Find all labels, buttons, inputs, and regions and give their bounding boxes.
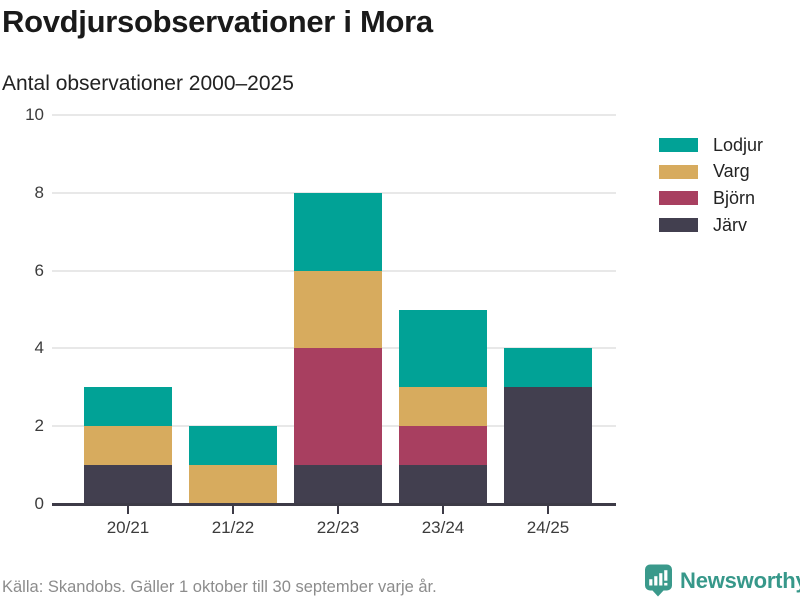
x-axis-category-label: 21/22: [211, 518, 255, 537]
gridline-y10: [52, 114, 616, 116]
x-axis-tick: [127, 506, 129, 514]
bar-segment-22-23-järv: [294, 465, 382, 504]
newsworthy-logo: Newsworthy: [643, 564, 800, 597]
y-axis-tick-label: 4: [34, 338, 44, 358]
bar-segment-23-24-lodjur: [399, 309, 487, 388]
legend-label: Lodjur: [713, 134, 764, 155]
bar-segment-22-23-varg: [294, 270, 382, 349]
legend-swatch-lodjur: [659, 138, 698, 153]
y-axis-tick-label: 2: [34, 416, 44, 436]
newsworthy-wordmark: Newsworthy: [680, 567, 800, 593]
legend-label: Järv: [713, 214, 748, 235]
y-axis-tick-label: 6: [34, 260, 44, 280]
bar-segment-20-21-järv: [84, 465, 172, 504]
y-axis-tick-label: 0: [34, 494, 44, 513]
x-axis-tick: [337, 506, 339, 514]
bar-segment-22-23-björn: [294, 348, 382, 466]
legend-label: Varg: [713, 161, 750, 182]
bar-segment-23-24-järv: [399, 465, 487, 504]
bar-segment-20-21-lodjur: [84, 387, 172, 427]
chart-subtitle: Antal observationer 2000–2025: [2, 72, 294, 95]
bar-segment-21-22-lodjur: [189, 426, 277, 466]
x-axis-category-label: 22/23: [316, 518, 360, 537]
x-axis-category-label: 20/21: [106, 518, 150, 537]
newsworthy-logo-icon: [645, 564, 672, 597]
legend: Lodjur Varg Björn Järv: [659, 132, 763, 238]
legend-item-björn: Björn: [659, 185, 763, 212]
legend-item-järv: Järv: [659, 212, 763, 239]
legend-swatch-varg: [659, 164, 698, 179]
y-axis-tick-label: 10: [25, 105, 44, 124]
bar-segment-22-23-lodjur: [294, 192, 382, 271]
bar-segment-21-22-varg: [189, 465, 277, 504]
bar-segment-24-25-järv: [504, 387, 592, 504]
chart-title: Rovdjursobservationer i Mora: [2, 4, 433, 39]
bar-segment-20-21-varg: [84, 426, 172, 466]
legend-label: Björn: [713, 187, 756, 208]
legend-item-lodjur: Lodjur: [659, 132, 763, 159]
legend-swatch-björn: [659, 191, 698, 206]
x-axis-line: [52, 503, 616, 506]
bar-segment-24-25-lodjur: [504, 348, 592, 388]
x-axis-category-label: 23/24: [421, 518, 465, 537]
legend-swatch-järv: [659, 218, 698, 233]
x-axis-tick: [442, 506, 444, 514]
y-axis-tick-label: 8: [34, 182, 44, 202]
x-axis-tick: [547, 506, 549, 514]
source-note: Källa: Skandobs. Gäller 1 oktober till 3…: [2, 578, 437, 596]
x-axis-category-label: 24/25: [526, 518, 570, 537]
bar-segment-23-24-björn: [399, 426, 487, 466]
legend-item-varg: Varg: [659, 159, 763, 186]
x-axis-tick: [232, 506, 234, 514]
bar-segment-23-24-varg: [399, 387, 487, 427]
